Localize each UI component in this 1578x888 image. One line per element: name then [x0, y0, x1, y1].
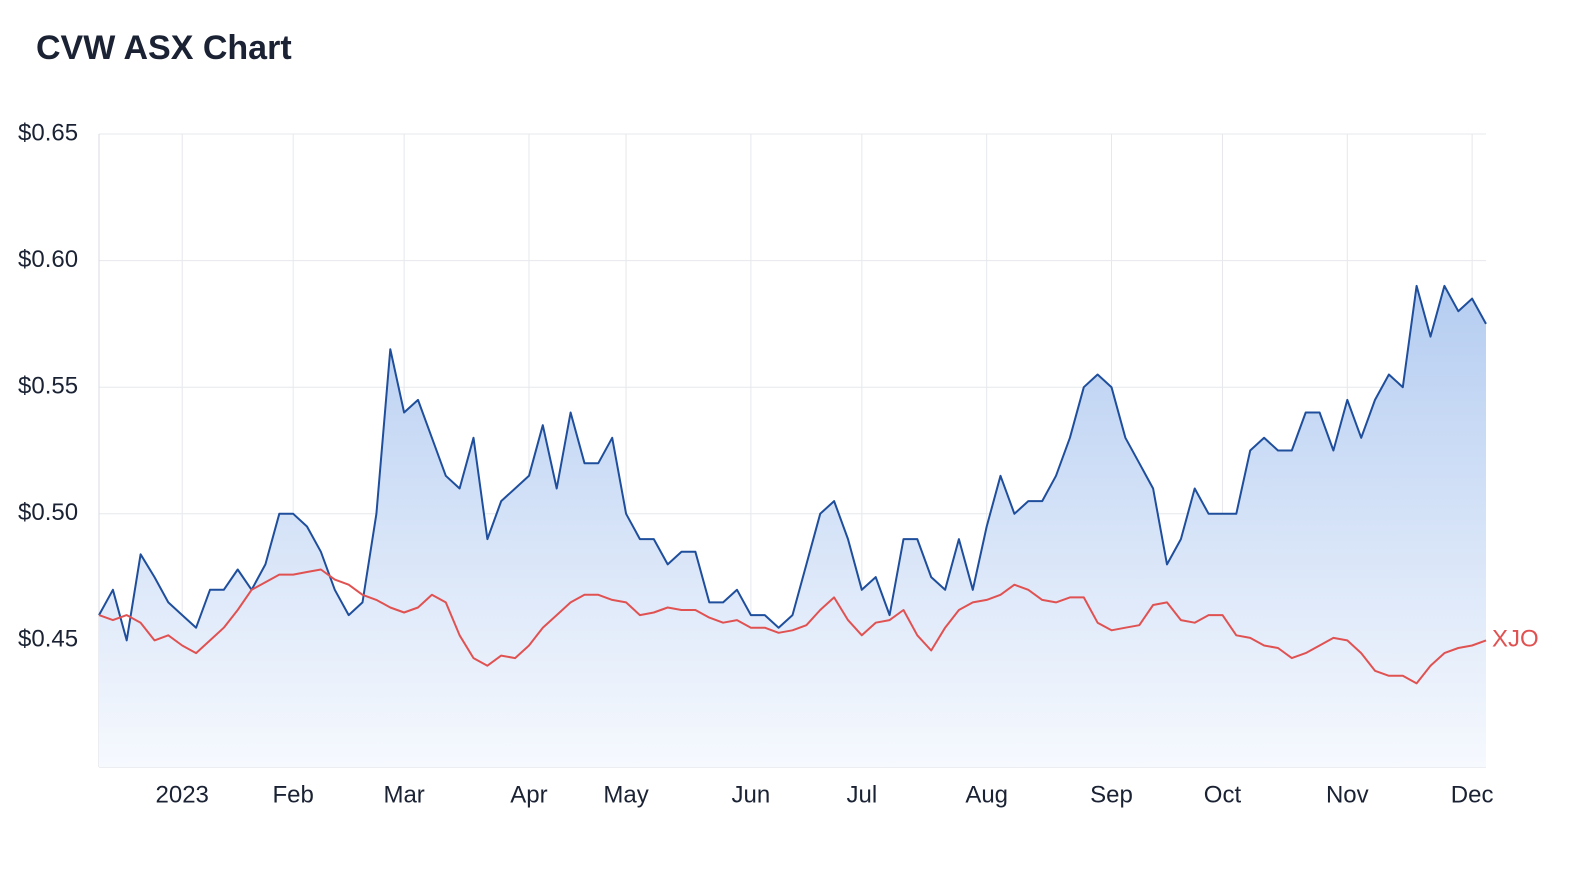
series-label: XJO [1492, 626, 1539, 653]
chart-title: CVW ASX Chart [36, 29, 292, 67]
x-tick-label: May [603, 781, 648, 808]
x-tick-label: 2023 [156, 781, 209, 808]
y-tick-label: $0.50 [18, 499, 78, 526]
x-tick-label: Feb [273, 781, 314, 808]
y-tick-label: $0.60 [18, 246, 78, 273]
series-line [98, 568, 1487, 685]
x-tick-label: Mar [383, 781, 424, 808]
x-tick-label: Jul [847, 781, 878, 808]
x-tick-label: Jun [732, 781, 771, 808]
x-tick-label: Dec [1451, 781, 1494, 808]
y-tick-label: $0.55 [18, 373, 78, 400]
x-tick-label: Apr [510, 781, 547, 808]
area [99, 285, 1486, 767]
y-tick-label: $0.65 [18, 119, 78, 146]
x-tick-label: Aug [965, 781, 1008, 808]
y-tick-label: $0.45 [18, 626, 78, 653]
x-tick-label: Sep [1090, 781, 1133, 808]
x-tick-label: Nov [1326, 781, 1369, 808]
x-tick-label: Oct [1204, 781, 1242, 808]
